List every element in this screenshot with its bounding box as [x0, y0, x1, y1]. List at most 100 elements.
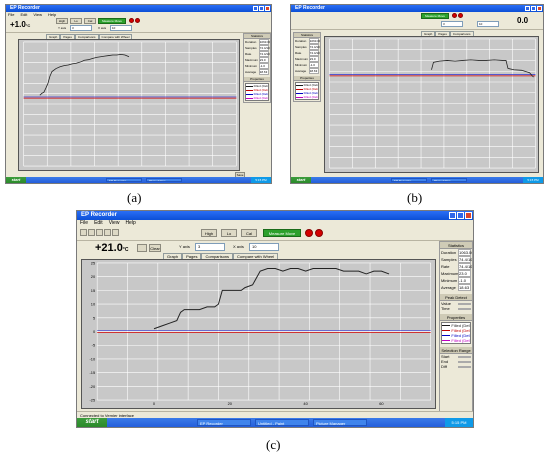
- temperature-graph[interactable]: -25 -20 -15 -10 -5 0 5 10 15 20 25 0 20 40 60: [81, 259, 436, 409]
- legend-entry[interactable]: Filled (Default): [296, 87, 318, 91]
- legend-entry[interactable]: Filled (Default): [246, 84, 268, 88]
- toolbar: Measure Move 3 10 0.0: [291, 12, 543, 30]
- tab-comparisons[interactable]: Comparisons: [449, 31, 474, 36]
- tab-comparisons[interactable]: Comparisons: [74, 34, 99, 39]
- close-button[interactable]: [265, 6, 270, 11]
- legend-swatch: [442, 325, 451, 327]
- measure-button[interactable]: Measure Move: [263, 229, 301, 237]
- legend-entry[interactable]: Filled (Default): [442, 328, 470, 333]
- legend-entry[interactable]: Filled (Default): [442, 323, 470, 328]
- stop-button[interactable]: [315, 229, 323, 237]
- tab-pages[interactable]: Pages: [435, 31, 450, 36]
- stop-button[interactable]: [458, 13, 463, 18]
- record-button[interactable]: [452, 13, 457, 18]
- y-axis-field[interactable]: 3: [195, 243, 225, 251]
- units-button[interactable]: [137, 244, 147, 252]
- x-axis-label: X axis: [233, 244, 244, 249]
- task-item-editor[interactable]: Photo Editor: [431, 178, 467, 182]
- legend-entry[interactable]: Filled (Default): [246, 92, 268, 96]
- tab-pages[interactable]: Pages: [182, 253, 202, 259]
- record-button[interactable]: [129, 18, 134, 23]
- legend-entry[interactable]: Filled (Default): [442, 338, 470, 343]
- menu-view[interactable]: View: [108, 220, 120, 226]
- y-axis-field[interactable]: 3: [441, 21, 463, 27]
- legend-swatch: [246, 93, 253, 95]
- legend-entry[interactable]: Filled (Default): [246, 96, 268, 100]
- print-icon[interactable]: [104, 229, 111, 236]
- new-icon[interactable]: [80, 229, 87, 236]
- recorder-window-c: EP Recorder File Edit View Help High Lo Cal…: [76, 210, 474, 428]
- high-button[interactable]: High: [56, 18, 68, 24]
- cal-button[interactable]: Cal: [241, 229, 257, 237]
- tab-compare-wheel[interactable]: Compare with Wheel: [233, 253, 279, 259]
- clock: 5:15 PM: [255, 178, 267, 182]
- zoom-icon[interactable]: [112, 229, 119, 236]
- tab-graph[interactable]: Graph: [421, 31, 436, 36]
- close-button[interactable]: [537, 6, 542, 11]
- temperature-graph[interactable]: [324, 36, 539, 173]
- low-button[interactable]: Lo: [221, 229, 237, 237]
- maximize-button[interactable]: [531, 6, 536, 11]
- open-icon[interactable]: [88, 229, 95, 236]
- menu-file[interactable]: File: [8, 12, 15, 17]
- start-button[interactable]: start: [6, 177, 26, 183]
- legend-entry[interactable]: Filled (Default): [296, 95, 318, 99]
- stat-label: Rate: [295, 51, 302, 55]
- task-item-paint[interactable]: Untitled - Paint: [255, 419, 309, 426]
- stat-label: Average: [441, 285, 456, 290]
- x-axis-field[interactable]: 10: [110, 25, 132, 31]
- temperature-readout: +1.0°C: [10, 20, 31, 29]
- stat-label: End: [441, 359, 449, 364]
- menu-file[interactable]: File: [80, 220, 89, 226]
- stat-label: Start: [441, 354, 450, 359]
- low-button[interactable]: Lo: [70, 18, 82, 24]
- measure-button[interactable]: Measure Move: [98, 18, 126, 24]
- task-item-recorder[interactable]: EP Recorder: [391, 178, 427, 182]
- maximize-button[interactable]: [259, 6, 264, 11]
- tab-compare-wheel[interactable]: Compare with Wheel: [98, 34, 133, 39]
- menu-edit[interactable]: Edit: [94, 220, 103, 226]
- save-icon[interactable]: [96, 229, 103, 236]
- tab-graph[interactable]: Graph: [163, 253, 183, 259]
- x-axis-field[interactable]: 10: [477, 21, 499, 27]
- tab-pages[interactable]: Pages: [60, 34, 75, 39]
- legend-swatch: [296, 92, 303, 94]
- statistics-panel: Statistics Duration1063.00Samples74.4/10…: [439, 241, 473, 413]
- minimize-button[interactable]: [449, 212, 456, 219]
- stop-button[interactable]: [135, 18, 140, 23]
- minimize-button[interactable]: [525, 6, 530, 11]
- cal-button[interactable]: Cal: [84, 18, 96, 24]
- start-button[interactable]: start: [291, 177, 311, 183]
- legend-entry[interactable]: Filled (Default): [296, 83, 318, 87]
- legend-entry[interactable]: Filled (Default): [296, 91, 318, 95]
- menu-view[interactable]: View: [33, 12, 42, 17]
- legend-swatch: [296, 84, 303, 86]
- record-button[interactable]: [305, 229, 313, 237]
- legend-entry[interactable]: Filled (Default): [442, 333, 470, 338]
- task-item-recorder[interactable]: EP Recorder: [106, 178, 142, 182]
- series-line: [39, 53, 130, 96]
- menu-help[interactable]: Help: [125, 220, 136, 226]
- legend-entry[interactable]: Filled (Default): [246, 88, 268, 92]
- stat-label: Time: [441, 306, 450, 311]
- high-button[interactable]: High: [201, 229, 217, 237]
- tab-comparisons[interactable]: Comparisons: [201, 253, 234, 259]
- temperature-graph[interactable]: [18, 39, 240, 171]
- menu-edit[interactable]: Edit: [20, 12, 28, 17]
- tab-graph[interactable]: Graph: [46, 34, 61, 39]
- task-item-manager[interactable]: Picture Manager: [313, 419, 367, 426]
- clear-button[interactable]: Clear: [149, 244, 161, 252]
- start-button[interactable]: start: [77, 418, 107, 427]
- y-axis-field[interactable]: 3: [70, 25, 92, 31]
- minimize-button[interactable]: [253, 6, 258, 11]
- stat-label: Samples: [245, 46, 257, 50]
- menu-help[interactable]: Help: [47, 12, 57, 17]
- measure-button[interactable]: Measure Move: [421, 13, 449, 19]
- task-item-recorder[interactable]: EP Recorder: [197, 419, 251, 426]
- close-button[interactable]: [465, 212, 472, 219]
- maximize-button[interactable]: [457, 212, 464, 219]
- task-item-editor[interactable]: Photo Editor: [146, 178, 182, 182]
- x-axis-field[interactable]: 10: [249, 243, 279, 251]
